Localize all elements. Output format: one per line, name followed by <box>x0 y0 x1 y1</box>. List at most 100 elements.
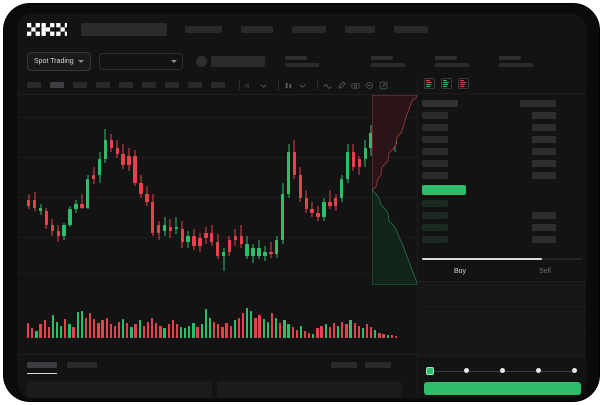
tab-order-history[interactable] <box>67 362 97 368</box>
tab-open-orders[interactable] <box>27 362 57 368</box>
slider-stop-100[interactable] <box>572 368 577 373</box>
timeframe-1w[interactable] <box>165 82 179 88</box>
okx-logo-icon[interactable] <box>27 23 67 36</box>
volume-bar <box>188 325 191 338</box>
volume-bar <box>122 318 125 338</box>
orderbook-bids-icon[interactable] <box>441 78 452 89</box>
orderbook-ask-row[interactable] <box>422 148 448 155</box>
orderbook-ask-row[interactable] <box>422 136 448 143</box>
fullscreen-icon[interactable] <box>379 81 388 90</box>
bottom-action-2[interactable] <box>365 362 391 368</box>
orderbook-ask-row[interactable] <box>422 172 448 179</box>
volume-bar <box>320 325 323 338</box>
volume-histogram <box>17 288 417 350</box>
candle <box>186 95 190 285</box>
order-amount-field[interactable] <box>418 307 586 332</box>
orderbook-bid-row[interactable] <box>422 236 448 243</box>
candle <box>275 95 279 285</box>
orderbook-divider <box>418 93 586 94</box>
trading-mode-label: Spot Trading <box>34 57 74 65</box>
orderbook-both-icon[interactable] <box>424 78 435 89</box>
orderbook-header-price <box>422 100 458 107</box>
candle <box>192 95 196 285</box>
orderbook-bid-amount <box>532 236 556 243</box>
volume-bar <box>312 333 315 338</box>
timeframe-1h[interactable] <box>96 82 110 88</box>
tab-sell[interactable]: Sell <box>539 268 551 275</box>
candle <box>286 95 291 285</box>
nav-item-4[interactable] <box>345 26 375 33</box>
volume-bar <box>163 328 166 338</box>
pair-select-dropdown[interactable] <box>98 52 183 70</box>
coin-avatar <box>195 55 207 67</box>
volume-bar <box>200 324 203 338</box>
stat-last-price <box>284 55 319 67</box>
orderbook-bid-row[interactable] <box>422 212 448 219</box>
bottom-panel-left[interactable] <box>27 381 212 398</box>
candle <box>263 95 267 285</box>
candle <box>174 95 179 285</box>
slider-stop-25[interactable] <box>464 368 469 373</box>
candle <box>162 95 167 285</box>
candle <box>44 95 49 285</box>
orderbook-scrollbar[interactable] <box>422 258 542 260</box>
chart-gridline <box>17 237 417 238</box>
timeframe-15m[interactable] <box>73 82 87 88</box>
volume-bar <box>386 334 389 338</box>
orderbook-mid-price-row <box>422 185 466 195</box>
candle <box>227 95 232 285</box>
volume-bar <box>27 323 30 338</box>
candle <box>316 95 320 285</box>
orderbook-asks-icon[interactable] <box>458 78 469 89</box>
orderbook-bid-row[interactable] <box>422 224 448 231</box>
timeframe-5m[interactable] <box>50 82 64 88</box>
tab-buy[interactable]: Buy <box>453 268 467 275</box>
order-total-field[interactable] <box>418 332 586 357</box>
nav-item-1[interactable] <box>185 26 222 33</box>
volume-bar <box>332 323 336 338</box>
slider-stop-50[interactable] <box>500 368 505 373</box>
volume-bar <box>47 327 50 338</box>
volume-bar <box>258 314 261 338</box>
chevron-down-icon[interactable] <box>298 81 307 90</box>
indicators-icon[interactable]: ılı <box>245 81 254 90</box>
submit-buy-button[interactable] <box>424 382 581 395</box>
bottom-panel-right[interactable] <box>217 381 402 398</box>
candle <box>345 95 350 285</box>
nav-item-2[interactable] <box>241 26 273 33</box>
pair-name-label <box>210 55 265 67</box>
nav-item-5[interactable] <box>394 26 428 33</box>
order-price-field[interactable] <box>418 282 586 307</box>
timeframe-1m-month[interactable] <box>188 82 202 88</box>
chevron-down-icon[interactable] <box>259 81 268 90</box>
orderbook-ask-row[interactable] <box>422 124 448 131</box>
bottom-action-1[interactable] <box>331 362 357 368</box>
camera-icon[interactable] <box>351 81 360 90</box>
timeframe-more[interactable] <box>211 82 225 88</box>
global-search-input[interactable] <box>81 23 167 36</box>
amount-percent-slider[interactable] <box>426 366 579 376</box>
pencil-icon[interactable] <box>337 80 346 90</box>
candle <box>80 95 84 285</box>
orderbook-ask-row[interactable] <box>422 160 448 167</box>
settings-icon[interactable] <box>365 81 374 90</box>
chart-type-icon[interactable] <box>284 81 293 90</box>
nav-item-3[interactable] <box>292 26 326 33</box>
candle <box>298 95 303 285</box>
price-candlestick-chart[interactable] <box>17 95 417 285</box>
volume-bar <box>217 324 220 338</box>
trading-mode-dropdown[interactable]: Spot Trading <box>27 51 91 71</box>
slider-handle[interactable] <box>426 366 434 375</box>
wave-line-icon[interactable] <box>323 81 332 90</box>
volume-bar <box>357 325 360 338</box>
volume-bar <box>113 325 117 338</box>
orderbook-bid-row[interactable] <box>422 200 448 207</box>
timeframe-1d[interactable] <box>142 82 156 88</box>
timeframe-1m[interactable] <box>27 82 41 88</box>
slider-stop-75[interactable] <box>536 368 541 373</box>
volume-bar <box>328 327 331 338</box>
volume-bar <box>204 309 207 338</box>
candle <box>334 95 338 285</box>
timeframe-4h[interactable] <box>119 82 133 88</box>
orderbook-ask-row[interactable] <box>422 112 448 119</box>
